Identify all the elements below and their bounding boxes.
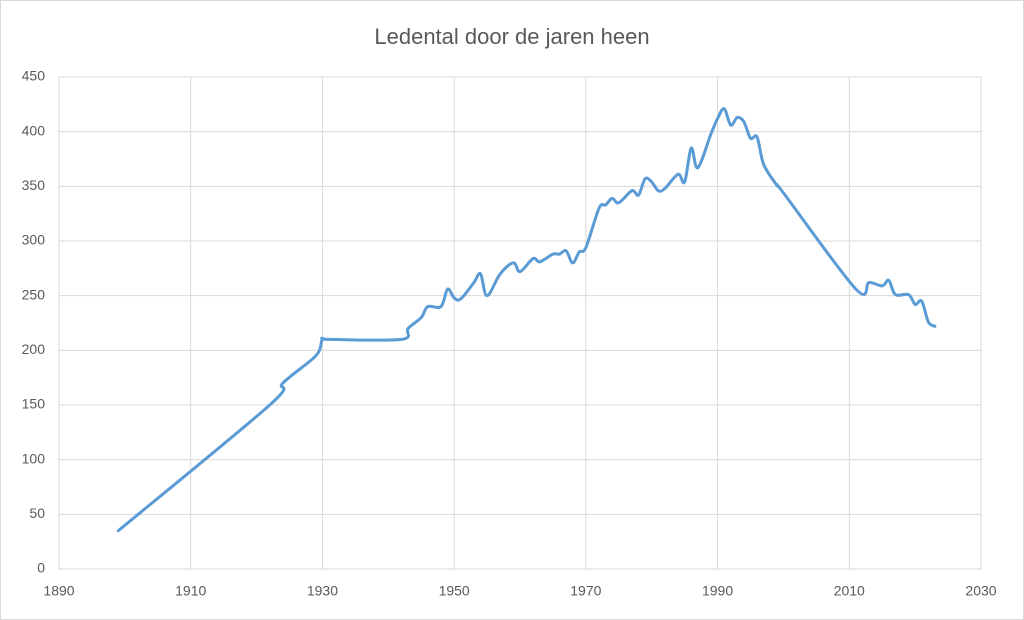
x-tick-label: 1970 [570,583,601,599]
x-tick-label: 1990 [702,583,733,599]
y-tick-label: 0 [37,560,45,576]
x-tick-label: 1890 [43,583,74,599]
y-tick-label: 400 [22,122,46,138]
y-tick-label: 450 [22,68,46,84]
x-tick-label: 1950 [439,583,470,599]
y-tick-label: 150 [22,396,46,412]
chart-title: Ledental door de jaren heen [374,24,649,49]
y-tick-label: 50 [29,505,45,521]
x-tick-label: 1910 [175,583,206,599]
y-tick-label: 100 [22,450,46,466]
y-tick-label: 200 [22,341,46,357]
x-tick-label: 2030 [965,583,996,599]
x-tick-label: 2010 [834,583,865,599]
y-tick-label: 300 [22,232,46,248]
data-line [116,107,937,533]
y-tick-label: 250 [22,286,46,302]
x-tick-label: 1930 [307,583,338,599]
y-tick-label: 350 [22,177,46,193]
